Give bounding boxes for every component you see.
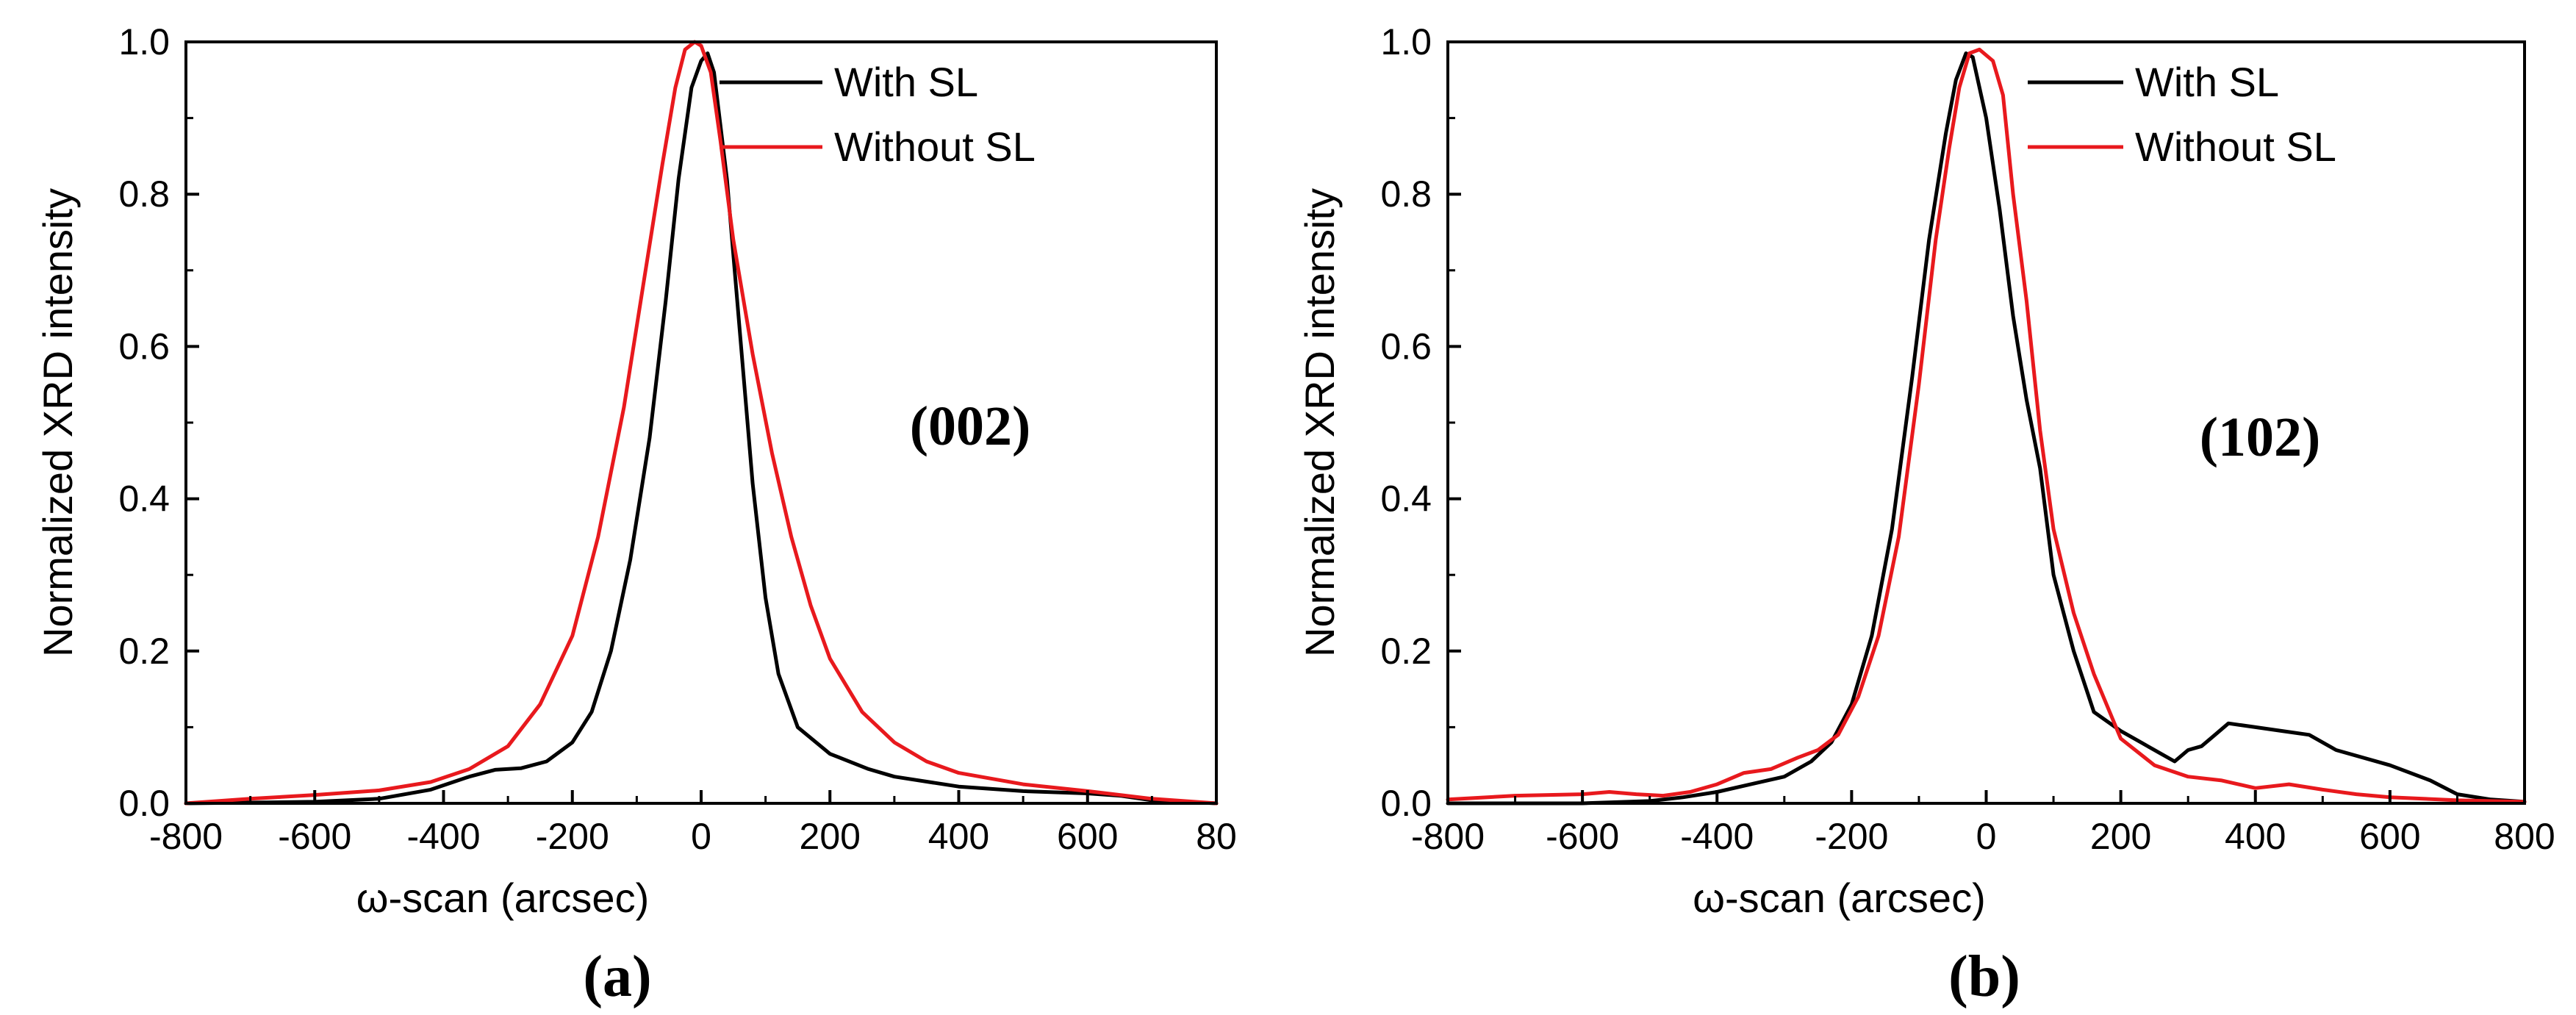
peak-annotation: (002) bbox=[910, 395, 1031, 457]
x-tick-label: -200 bbox=[1815, 816, 1888, 857]
legend-label: Without SL bbox=[834, 123, 1036, 170]
chart-panel-b: -800 -600 -400 -200 0 200 400 600 800 0.0 0.2 0.4 0.… bbox=[1296, 21, 2555, 1009]
y-tick-label: 0.6 bbox=[118, 326, 170, 367]
plot-frame bbox=[1446, 40, 2526, 805]
y-tick-label: 0.4 bbox=[118, 478, 170, 520]
x-tick-label: -600 bbox=[1546, 816, 1619, 857]
plot-frame bbox=[184, 40, 1218, 805]
x-tick-label: 80 bbox=[1196, 816, 1237, 857]
x-tick-label: 0 bbox=[1976, 816, 1997, 857]
legend-label: With SL bbox=[2135, 59, 2279, 105]
x-axis-title: ω-scan (arcsec) bbox=[356, 875, 649, 921]
chart-panel-a: -800 -600 -400 -200 0 200 400 600 80 0.0 0.2 0.4 0.6… bbox=[35, 21, 1237, 1009]
y-tick-label: 0.4 bbox=[1380, 478, 1432, 520]
y-tick-label: 0.0 bbox=[1380, 783, 1432, 824]
x-tick-label: -600 bbox=[278, 816, 351, 857]
panel-caption: (a) bbox=[583, 944, 651, 1009]
x-tick-label: -800 bbox=[149, 816, 223, 857]
y-tick-label: 0.0 bbox=[118, 783, 170, 824]
y-tick-label: 0.6 bbox=[1380, 326, 1432, 367]
legend: With SL Without SL bbox=[2028, 59, 2336, 170]
y-tick-label: 0.2 bbox=[118, 631, 170, 672]
y-tick-label: 0.8 bbox=[118, 173, 170, 215]
legend-label: Without SL bbox=[2135, 123, 2336, 170]
series-line-with-sl bbox=[184, 51, 1219, 806]
x-tick-label: -400 bbox=[406, 816, 480, 857]
legend: With SL Without SL bbox=[720, 59, 1036, 170]
x-tick-label: -200 bbox=[536, 816, 609, 857]
x-tick-label: 800 bbox=[2494, 816, 2555, 857]
y-axis-title: Normalized XRD intensity bbox=[1296, 188, 1343, 657]
series-line-with-sl bbox=[1446, 51, 2527, 806]
x-tick-label: 400 bbox=[928, 816, 989, 857]
x-tick-label: 400 bbox=[2225, 816, 2286, 857]
x-tick-label: 600 bbox=[1057, 816, 1118, 857]
series-line-without-sl bbox=[184, 40, 1219, 806]
legend-label: With SL bbox=[834, 59, 978, 105]
y-axis-title: Normalized XRD intensity bbox=[35, 188, 81, 657]
x-tick-label: 0 bbox=[691, 816, 711, 857]
x-axis-title: ω-scan (arcsec) bbox=[1693, 875, 1985, 921]
x-tick-label: -800 bbox=[1411, 816, 1485, 857]
peak-annotation: (102) bbox=[2200, 406, 2321, 468]
x-tick-label: 600 bbox=[2359, 816, 2420, 857]
panel-caption: (b) bbox=[1948, 944, 2020, 1009]
x-tick-label: -400 bbox=[1680, 816, 1754, 857]
y-tick-label: 1.0 bbox=[118, 21, 170, 62]
series-line-without-sl bbox=[1446, 47, 2527, 804]
y-tick-label: 0.2 bbox=[1380, 631, 1432, 672]
x-tick-label: 200 bbox=[800, 816, 861, 857]
x-tick-label: 200 bbox=[2090, 816, 2151, 857]
y-tick-label: 1.0 bbox=[1380, 21, 1432, 62]
y-tick-label: 0.8 bbox=[1380, 173, 1432, 215]
